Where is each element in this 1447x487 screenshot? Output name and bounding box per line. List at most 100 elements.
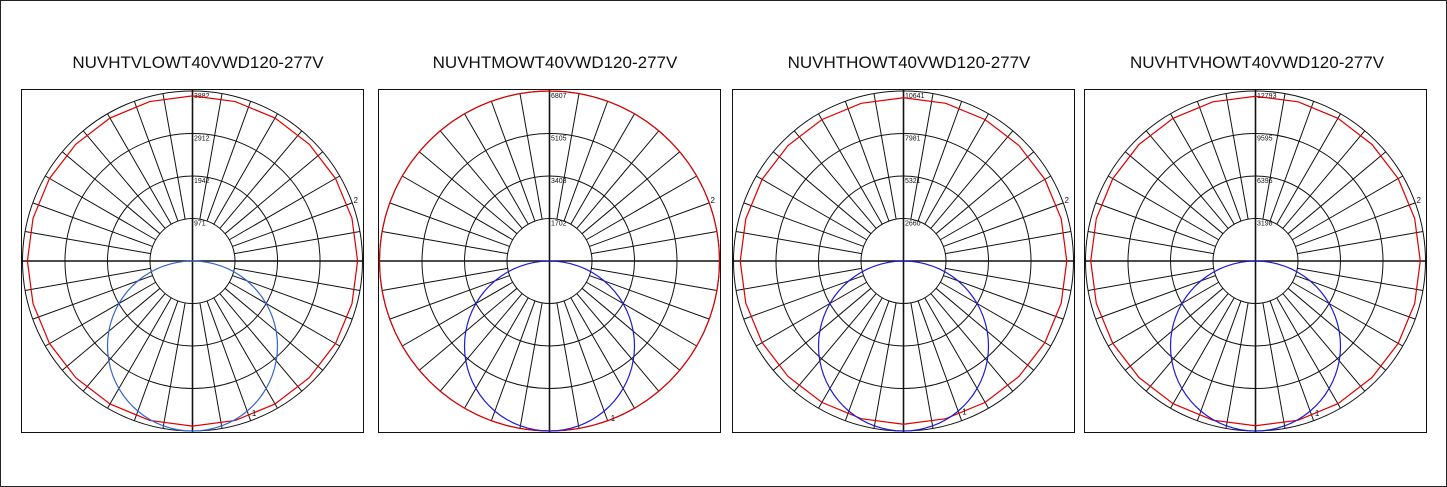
ring-label-2: 3403 — [551, 178, 567, 185]
spoke — [943, 202, 1064, 247]
spoke — [232, 275, 353, 320]
spoke — [418, 151, 518, 235]
polar-chart-2: 1702 3403 5105 6807 2 1 — [378, 89, 721, 433]
spoke — [1225, 302, 1249, 429]
spoke — [1269, 300, 1315, 421]
spoke — [133, 300, 179, 421]
spoke — [793, 130, 877, 229]
spoke — [490, 101, 536, 222]
spoke — [1292, 175, 1403, 241]
spoke — [924, 113, 989, 225]
ring-label-3: 7981 — [905, 135, 921, 142]
ring-label-2: 1942 — [194, 178, 210, 185]
spoke — [1095, 202, 1216, 247]
spoke — [1124, 287, 1224, 371]
spoke — [563, 300, 609, 421]
spoke — [873, 302, 897, 429]
spoke — [563, 101, 609, 222]
ring-label-4: 10641 — [905, 93, 925, 100]
spoke — [935, 151, 1035, 235]
spoke — [234, 267, 361, 292]
spoke — [756, 175, 867, 241]
spoke — [945, 267, 1072, 292]
curve-label-2: 2 — [711, 196, 716, 205]
ring-label-1: 3198 — [1257, 221, 1273, 228]
spoke — [32, 202, 153, 247]
spoke — [924, 297, 989, 409]
curve-1 — [26, 95, 359, 427]
spoke — [206, 101, 252, 222]
spoke — [586, 175, 697, 241]
spoke — [162, 93, 186, 220]
curve-2 — [817, 260, 990, 432]
spoke — [581, 287, 681, 371]
curve-label-1: 1 — [1315, 409, 1320, 418]
curve-2 — [463, 260, 636, 432]
spoke — [219, 130, 303, 229]
chart-title-1: NUVHTVLOWT40VWD120-277V — [72, 53, 324, 72]
spoke — [1282, 293, 1366, 392]
curve-label-1: 1 — [252, 409, 257, 418]
spoke — [464, 113, 529, 225]
spoke — [570, 113, 635, 225]
spoke — [940, 281, 1051, 347]
spoke — [844, 300, 890, 421]
spoke — [1108, 281, 1219, 347]
spoke — [844, 101, 890, 222]
spoke — [910, 93, 934, 220]
spoke — [107, 113, 172, 225]
spoke — [219, 293, 303, 392]
spoke — [464, 297, 529, 409]
spoke — [418, 287, 518, 371]
spoke — [935, 287, 1035, 371]
polar-chart-1: 971 1942 2912 3882 2 1 — [21, 89, 364, 433]
spoke — [943, 275, 1064, 320]
curve-label-1: 1 — [962, 407, 967, 416]
spoke — [199, 93, 223, 220]
spoke — [229, 175, 340, 241]
spoke — [945, 230, 1072, 255]
ring-label-3: 5105 — [551, 136, 567, 143]
spoke — [61, 287, 161, 371]
spoke — [735, 267, 862, 292]
spoke — [439, 293, 523, 392]
spoke — [381, 267, 508, 292]
spoke — [589, 202, 710, 247]
spoke — [234, 230, 361, 255]
spoke — [24, 267, 151, 292]
ring-label-4: 6807 — [551, 93, 567, 100]
spoke — [576, 130, 660, 229]
spoke — [793, 293, 877, 392]
spoke — [1087, 267, 1214, 292]
spoke — [818, 297, 883, 409]
spoke — [206, 300, 252, 421]
spoke — [1262, 302, 1286, 429]
spoke — [743, 202, 864, 247]
spoke — [910, 302, 934, 429]
curve-2 — [106, 260, 279, 432]
spoke — [818, 113, 883, 225]
spoke — [133, 101, 179, 222]
spoke — [1297, 230, 1424, 255]
spoke — [570, 297, 635, 409]
ring-label-3: 2912 — [194, 135, 210, 142]
spoke — [389, 275, 510, 320]
spoke — [1095, 275, 1216, 320]
spoke — [1295, 202, 1416, 247]
spoke — [1276, 113, 1341, 225]
spoke — [917, 101, 963, 222]
spoke — [224, 287, 324, 371]
spoke — [873, 93, 897, 220]
spoke — [756, 281, 867, 347]
spoke — [107, 297, 172, 409]
spoke — [519, 93, 543, 220]
spoke — [224, 151, 324, 235]
spoke — [772, 287, 872, 371]
spoke — [24, 230, 151, 255]
ring-label-2: 5321 — [905, 178, 921, 185]
chart-title-2: NUVHTMOWT40VWD120-277V — [432, 53, 678, 72]
spoke — [45, 281, 156, 347]
spoke — [917, 300, 963, 421]
spoke — [1262, 93, 1286, 220]
